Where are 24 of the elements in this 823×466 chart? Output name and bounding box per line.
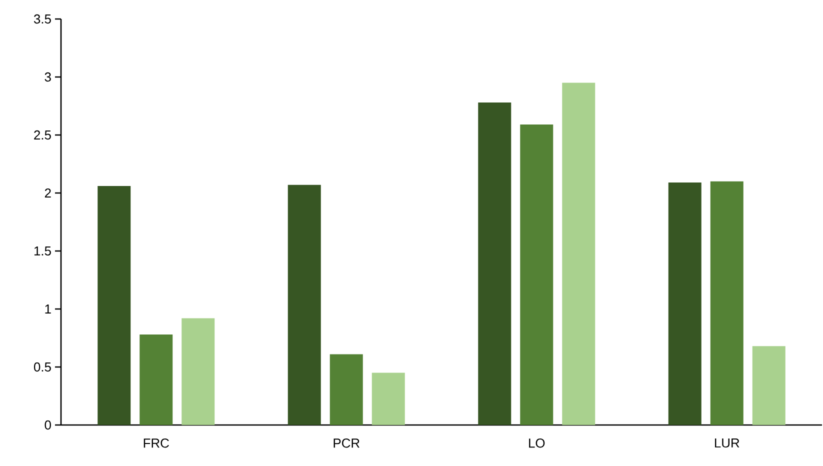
bar (710, 181, 744, 425)
bar (478, 102, 512, 425)
bar (98, 186, 131, 425)
y-tick-label: 1 (45, 304, 51, 314)
y-tick-label: 2.5 (34, 130, 51, 140)
bar (330, 354, 363, 425)
y-tick-label: 0 (44, 420, 51, 430)
x-tick-label: LO (529, 438, 545, 448)
bar (288, 184, 321, 425)
y-tick-label: 3 (44, 72, 51, 82)
bar (372, 372, 405, 425)
y-tick-label: 0.5 (34, 362, 51, 372)
bar (520, 124, 554, 425)
bar (752, 346, 786, 425)
bar (140, 334, 173, 425)
y-tick-label: 2 (44, 188, 51, 198)
bar (182, 318, 215, 425)
bar (668, 182, 702, 425)
y-tick-label: 1.5 (34, 246, 51, 256)
x-tick-label: LUR (714, 438, 740, 448)
x-tick-label: FRC (144, 438, 169, 448)
y-tick-label: 3.5 (34, 14, 51, 24)
x-tick-label: PCR (334, 438, 360, 448)
bar (562, 82, 596, 425)
